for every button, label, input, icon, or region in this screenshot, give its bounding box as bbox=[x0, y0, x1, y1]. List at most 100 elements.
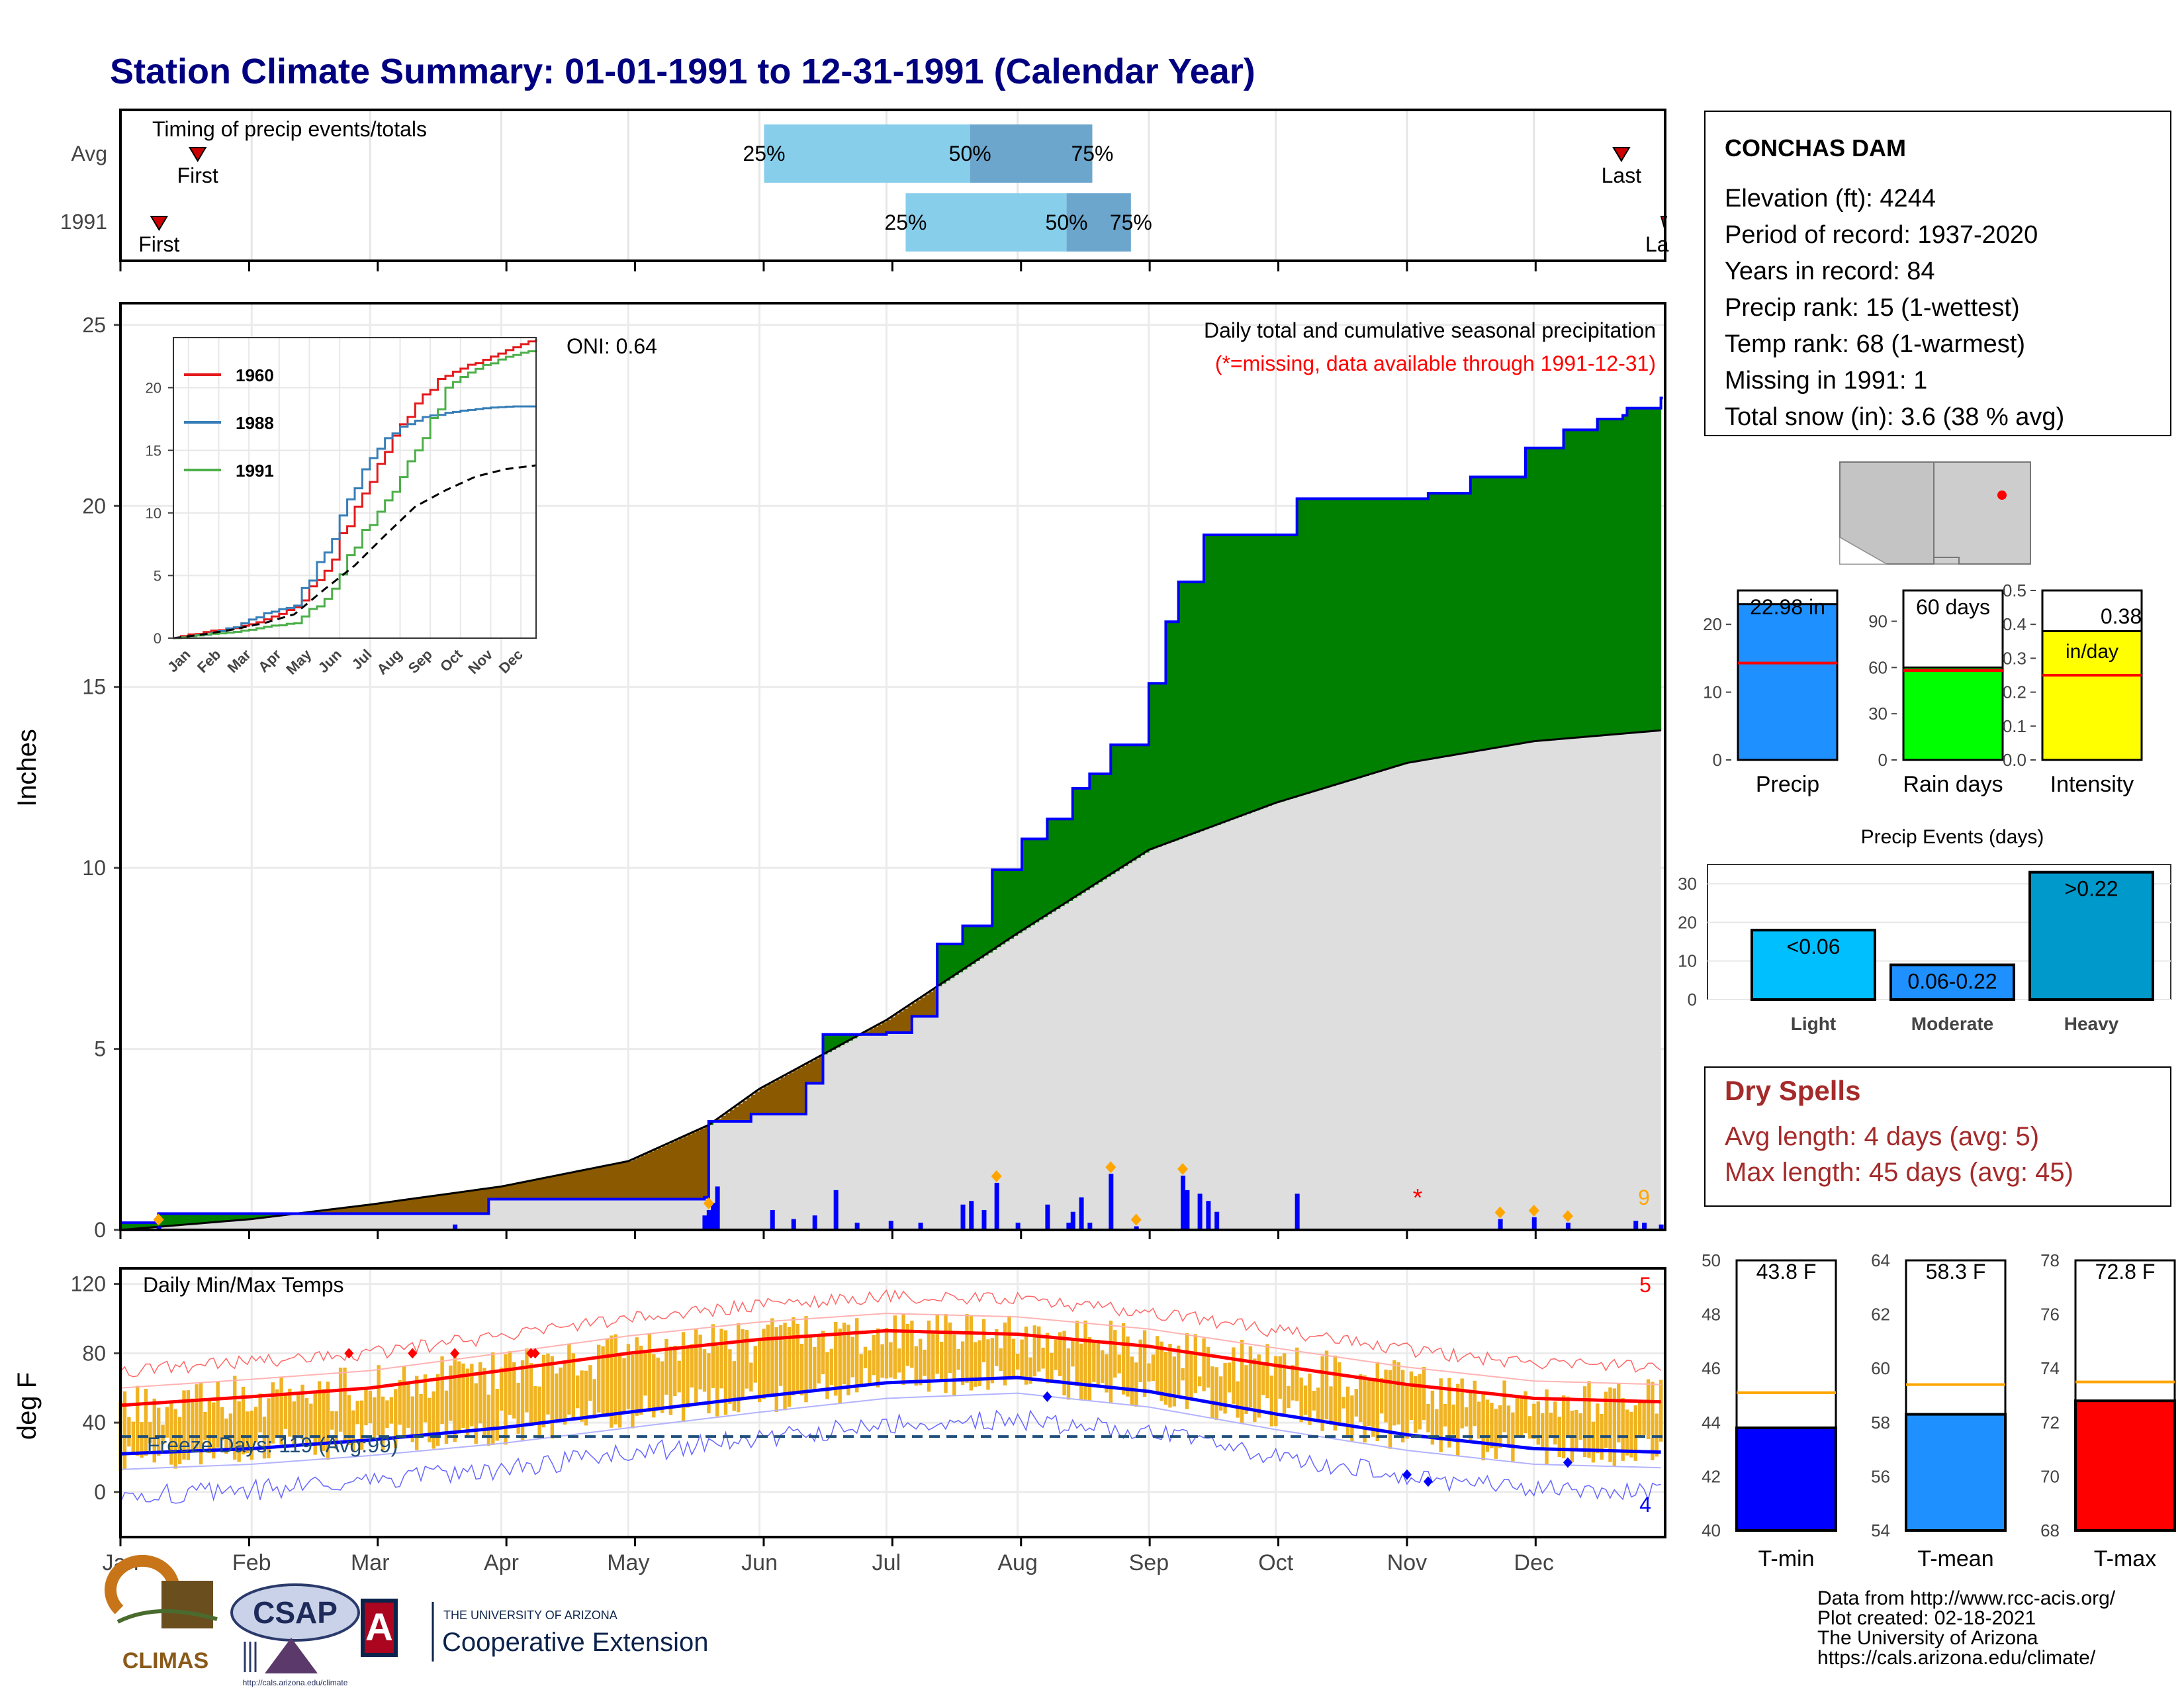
daily-temp-bar bbox=[394, 1389, 398, 1448]
surplus-strip bbox=[962, 925, 968, 970]
normal-min-line bbox=[120, 1376, 1661, 1456]
daily-temp-bar bbox=[1151, 1354, 1156, 1382]
daily-temp-bar bbox=[389, 1397, 394, 1424]
surplus-strip bbox=[1161, 683, 1167, 845]
surplus-strip bbox=[1148, 683, 1154, 850]
station-info-frame bbox=[1704, 111, 2171, 436]
footer-plot-created: Plot created: 02-18-2021 bbox=[1817, 1607, 2036, 1629]
surplus-strip bbox=[273, 1213, 278, 1217]
daily-temp-bar bbox=[1582, 1386, 1587, 1457]
deficit-strip bbox=[391, 1201, 396, 1214]
daily-temp-bar bbox=[283, 1393, 288, 1429]
daily-temp-bar bbox=[478, 1362, 482, 1424]
daily-temp-bar bbox=[1117, 1354, 1121, 1374]
daily-temp-bar bbox=[969, 1315, 974, 1391]
inset-x-tick: Aug bbox=[373, 646, 405, 678]
stat-bar-y-tick: 60 bbox=[1868, 657, 1888, 677]
deficit-strip bbox=[387, 1202, 392, 1214]
daily-temp-bar bbox=[1312, 1391, 1316, 1411]
daily-temp-bar bbox=[495, 1389, 499, 1441]
daily-temp-bar bbox=[377, 1365, 381, 1436]
daily-temp-bar bbox=[1329, 1386, 1333, 1425]
surplus-strip bbox=[950, 943, 955, 978]
surplus-strip bbox=[255, 1213, 261, 1219]
daily-temp-bar bbox=[694, 1329, 698, 1405]
daily-temp-bar bbox=[1469, 1390, 1473, 1440]
daily-temp-bar bbox=[1553, 1401, 1557, 1445]
deficit-strip bbox=[480, 1189, 485, 1214]
surplus-strip bbox=[183, 1213, 189, 1225]
daily-temp-bar bbox=[1409, 1371, 1414, 1420]
oni-label: ONI: 0.64 bbox=[567, 334, 657, 358]
record-precip-marker bbox=[1130, 1213, 1142, 1226]
surplus-strip bbox=[1588, 430, 1594, 737]
events-bar-label: Light bbox=[1791, 1013, 1836, 1034]
temp-stat-y-tick: 44 bbox=[1702, 1413, 1721, 1432]
daily-temp-bar bbox=[715, 1346, 719, 1417]
daily-temp-bar bbox=[1392, 1360, 1396, 1426]
month-label: Nov bbox=[1387, 1550, 1427, 1575]
daily-temp-bar bbox=[1456, 1383, 1460, 1456]
daily-temp-bar bbox=[1524, 1391, 1527, 1434]
surplus-strip bbox=[1411, 498, 1416, 763]
daily-temp-bar bbox=[1121, 1323, 1126, 1395]
daily-temp-bar bbox=[1058, 1332, 1062, 1376]
surplus-strip bbox=[979, 925, 985, 959]
daily-temp-bar bbox=[279, 1376, 283, 1445]
surplus-strip bbox=[1542, 447, 1547, 741]
daily-temp-bar bbox=[343, 1367, 347, 1442]
temp-y-ticks: 0 40 80 120 bbox=[71, 1272, 1537, 1546]
daily-precip-bar bbox=[1181, 1175, 1186, 1230]
stat-intensity-value: 0.38 bbox=[2101, 604, 2142, 628]
normal-min-band-line bbox=[120, 1392, 1661, 1470]
surplus-strip bbox=[1195, 582, 1201, 833]
deficit-strip bbox=[383, 1203, 388, 1214]
daily-temp-bar bbox=[1435, 1409, 1439, 1437]
temp-stat-value: 72.8 F bbox=[2095, 1260, 2156, 1284]
temp-y-axis-label: deg F bbox=[13, 1372, 42, 1440]
stat-bar-label: Precip bbox=[1756, 772, 1819, 797]
daily-temp-bar bbox=[1439, 1378, 1443, 1452]
month-label: Sep bbox=[1129, 1550, 1169, 1575]
precip-y-tick: 15 bbox=[82, 675, 106, 699]
daily-temp-bar bbox=[1519, 1399, 1524, 1437]
events-y-tick: 10 bbox=[1678, 951, 1697, 971]
deficit-strip bbox=[594, 1168, 600, 1199]
surplus-strip bbox=[1242, 535, 1247, 816]
surplus-strip bbox=[1199, 582, 1205, 831]
surplus-strip bbox=[1072, 788, 1077, 898]
inset-x-tick: May bbox=[283, 645, 314, 677]
daily-temp-bar bbox=[711, 1324, 715, 1388]
daily-temp-bar bbox=[161, 1425, 165, 1444]
ua-logo-letter: A bbox=[365, 1606, 393, 1649]
surplus-strip bbox=[1043, 839, 1048, 917]
timing-q25-label: 25% bbox=[743, 142, 785, 165]
daily-temp-bar bbox=[186, 1390, 191, 1460]
deficit-strip bbox=[416, 1198, 422, 1214]
temp-stat-y-tick: 40 bbox=[1702, 1521, 1721, 1540]
daily-temp-bar bbox=[774, 1327, 778, 1412]
temp-stat-fill bbox=[1735, 1426, 1837, 1532]
daily-temp-bar bbox=[1308, 1374, 1312, 1425]
surplus-strip bbox=[1263, 535, 1268, 808]
surplus-strip bbox=[1504, 477, 1510, 747]
deficit-strip bbox=[446, 1194, 451, 1214]
deficit-strip bbox=[370, 1204, 375, 1214]
surplus-strip bbox=[954, 943, 959, 976]
daily-temp-bar bbox=[850, 1336, 855, 1378]
daily-temp-bar bbox=[1502, 1380, 1506, 1432]
daily-temp-bar bbox=[169, 1403, 173, 1465]
timing-panel-frame bbox=[119, 109, 1666, 262]
surplus-strip bbox=[1356, 498, 1361, 778]
record-low-marker bbox=[1042, 1391, 1052, 1402]
inset-x-tick: Jun bbox=[315, 646, 345, 676]
deficit-strip bbox=[687, 1134, 692, 1199]
dry-spells-avg: Avg length: 4 days (avg: 5) bbox=[1725, 1122, 2039, 1151]
daily-precip-bar bbox=[1295, 1194, 1300, 1230]
deficit-strip bbox=[662, 1146, 667, 1199]
daily-temp-bar bbox=[140, 1422, 144, 1458]
daily-temp-bar bbox=[1037, 1326, 1041, 1372]
deficit-strip bbox=[332, 1209, 337, 1214]
surplus-strip bbox=[1077, 788, 1082, 896]
daily-temp-bar bbox=[233, 1376, 237, 1460]
